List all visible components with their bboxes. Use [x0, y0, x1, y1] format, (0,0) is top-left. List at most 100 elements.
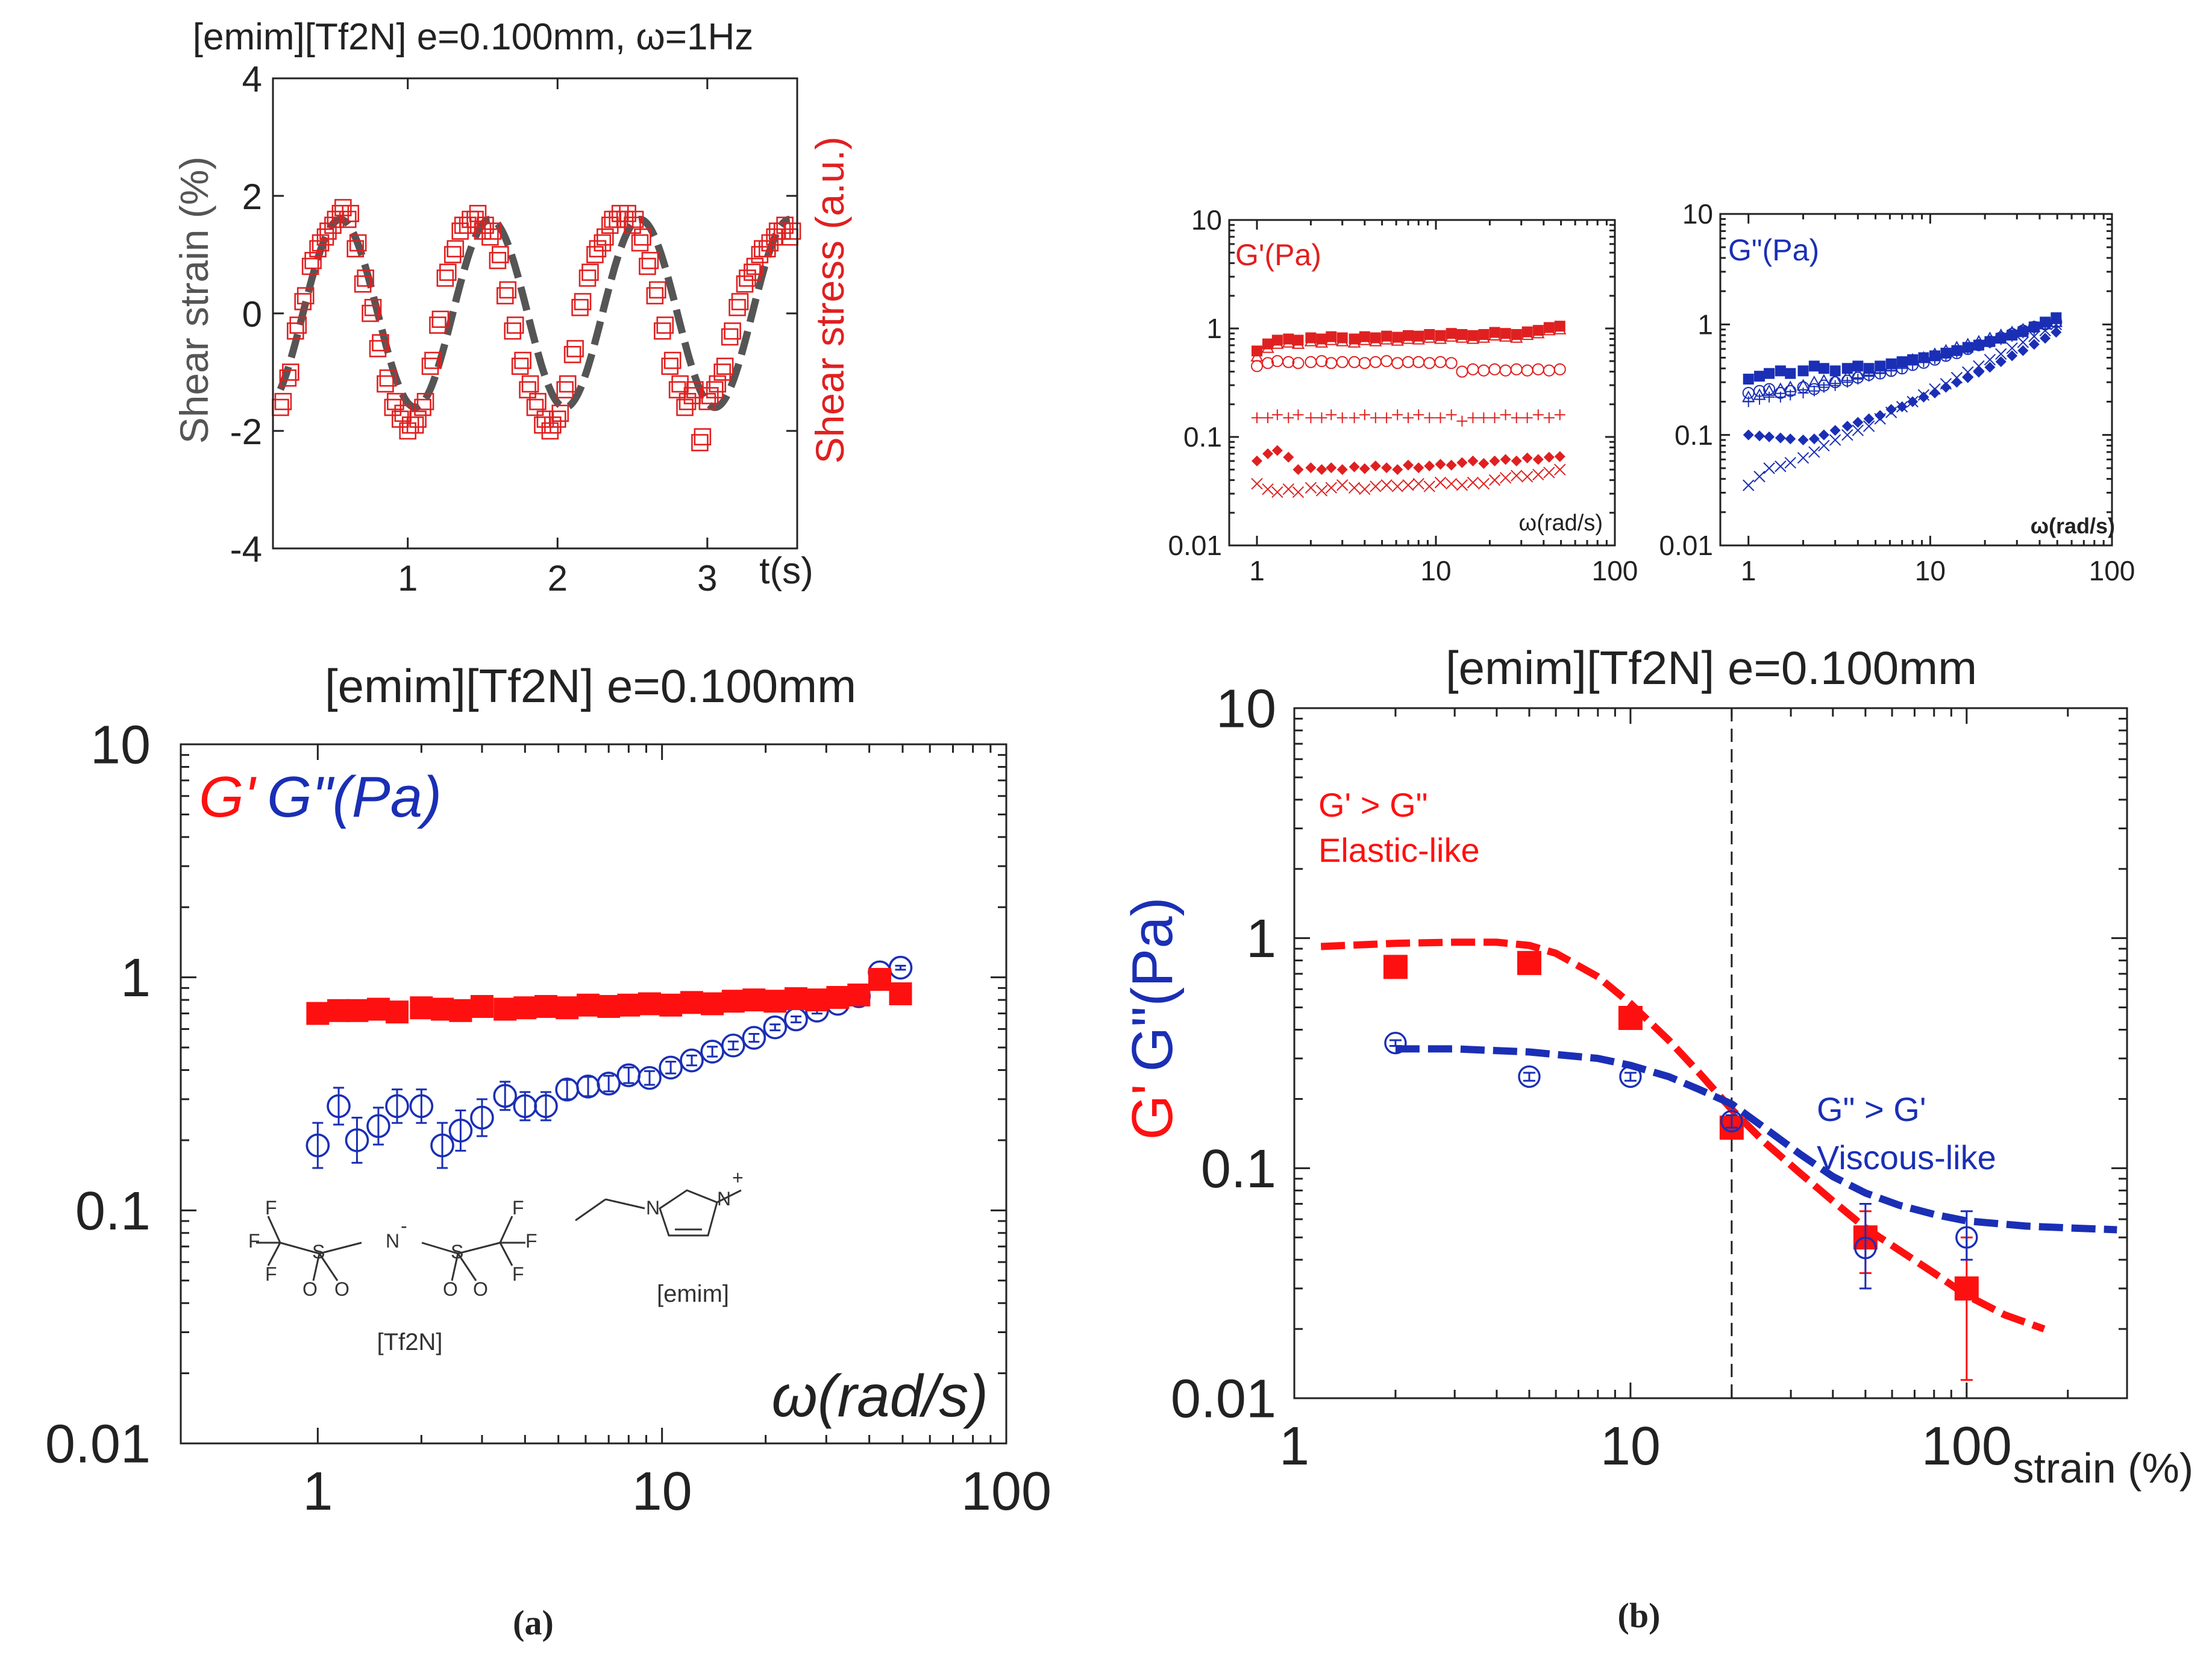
inset-point-open-triangle [1520, 328, 1534, 341]
inset-point-cross [1797, 452, 1809, 464]
stress-point [706, 381, 724, 399]
inset-point-filled-square [1785, 368, 1796, 379]
inset-point-filled-diamond [1852, 416, 1864, 428]
inset-point-open-triangle [1466, 332, 1480, 344]
gdoubleprime-point [409, 1094, 434, 1119]
gprime-point [577, 993, 600, 1017]
chart5-title: [emim][Tf2N] e=0.100mm [1446, 641, 1977, 694]
inset-point-open-triangle [1477, 331, 1491, 343]
stress-point [484, 222, 502, 240]
svg-text:-: - [401, 1215, 407, 1237]
inset-point-plus [1413, 409, 1424, 421]
inset-point-cross [1262, 483, 1274, 495]
inset-point-plus [1252, 412, 1263, 424]
inset-point-filled-diamond [1381, 462, 1393, 474]
chart1-strain-curve [277, 215, 791, 412]
gprime-point [785, 987, 808, 1011]
inset-point-plus [1829, 380, 1841, 391]
inset-point-plus [1349, 412, 1360, 424]
gprime-point [513, 996, 537, 1020]
inset-point-filled-diamond [1489, 455, 1500, 466]
inset-point-filled-square [1818, 363, 1829, 374]
chart-strain-stress-time: [emim][Tf2N] e=0.100mm, ω=1Hz Shear stra… [172, 16, 852, 598]
chart4-legend-gdoubleprime: G"(Pa) [267, 765, 442, 829]
inset-point-plus [1775, 391, 1786, 403]
gdoubleprime-point [430, 1133, 454, 1158]
gdoubleprime-point [721, 1033, 745, 1058]
stress-point [721, 328, 739, 346]
inset-point-cross [2006, 342, 2018, 354]
inset-point-open-circle [1445, 357, 1458, 369]
inset-point-cross [1929, 383, 1941, 395]
gprime-point [868, 968, 892, 991]
stress-point [634, 228, 651, 246]
inset-point-open-triangle [1291, 337, 1305, 349]
inset-point-open-triangle [1412, 333, 1425, 345]
gprime-point [449, 999, 472, 1022]
stress-point [416, 392, 434, 410]
fit-line-gdoubleprime [1395, 1045, 2117, 1234]
chart-strain-sweep: [emim][Tf2N] e=0.100mm G' G"(Pa) 10 1 0.1 0.… [1120, 641, 2193, 1635]
gdoubleprime-point [305, 1133, 330, 1158]
stress-point [421, 357, 439, 375]
stress-point [379, 369, 397, 387]
inset-point-plus [1841, 377, 1853, 388]
inset-point-plus [1973, 340, 1984, 351]
stress-point [481, 228, 499, 246]
chart5-ylabel: G' G"(Pa) [1120, 897, 1185, 1140]
stress-point [443, 246, 462, 263]
xtick-label: 10 [632, 1461, 692, 1522]
inset-point-open-triangle [1543, 324, 1556, 336]
inset-gdoubleprime-xlabel: ω(rad/s) [2031, 513, 2115, 538]
inset-point-open-circle [1510, 363, 1523, 375]
inset-point-cross [1251, 478, 1263, 490]
stress-point [436, 269, 454, 287]
stress-point [506, 316, 524, 334]
inset-point-cross [1995, 348, 2007, 360]
inset-point-plus [1467, 412, 1479, 424]
stress-point [346, 240, 365, 258]
inset-point-open-triangle [1369, 334, 1382, 347]
inset-point-filled-diamond [1940, 381, 1952, 393]
gprime-point [345, 999, 369, 1022]
gprime-point [1517, 950, 1541, 975]
inset-point-open-circle [1434, 356, 1447, 368]
inset-point-cross [1863, 420, 1875, 432]
inset-point-filled-diamond [2051, 327, 2062, 338]
gprime-point [386, 1000, 409, 1024]
gprime-point [1954, 1276, 1979, 1301]
inset-point-cross [1391, 480, 1403, 492]
inset-point-cross [1412, 478, 1424, 490]
inset-point-open-circle [1412, 356, 1425, 368]
stress-point [499, 281, 517, 299]
gdoubleprime-point [659, 1055, 683, 1080]
gprime-point [410, 996, 433, 1020]
ytick-label: 0.1 [1201, 1139, 1276, 1199]
svg-text:O: O [443, 1278, 458, 1300]
xtick-label: 10 [1915, 555, 1946, 586]
stress-point [631, 234, 649, 252]
inset-point-cross [1885, 406, 1897, 418]
inset-point-plus [1500, 409, 1511, 421]
inset-point-open-circle [1325, 357, 1338, 369]
inset-point-plus [1532, 409, 1544, 421]
inset-point-plus [1984, 337, 1996, 349]
stress-point [409, 410, 427, 428]
inset-point-cross [1907, 395, 1919, 408]
stress-point [744, 263, 761, 281]
ytick-label: 0.1 [75, 1181, 151, 1242]
svg-text:F: F [265, 1197, 277, 1219]
stress-point [663, 351, 681, 369]
inset-point-open-triangle [1358, 333, 1371, 345]
emim-structure [575, 1189, 742, 1237]
inset-point-open-circle [1391, 357, 1404, 369]
ytick-label: 0.01 [1659, 530, 1713, 561]
inset-point-cross [1818, 439, 1830, 452]
inset-point-plus [1785, 389, 1796, 401]
gprime-point [659, 993, 683, 1017]
inset-point-open-circle [1456, 365, 1468, 378]
inset-point-open-circle [1282, 356, 1295, 368]
inset-point-open-circle [1402, 356, 1414, 368]
chart1-title: [emim][Tf2N] e=0.100mm, ω=1Hz [193, 16, 753, 58]
